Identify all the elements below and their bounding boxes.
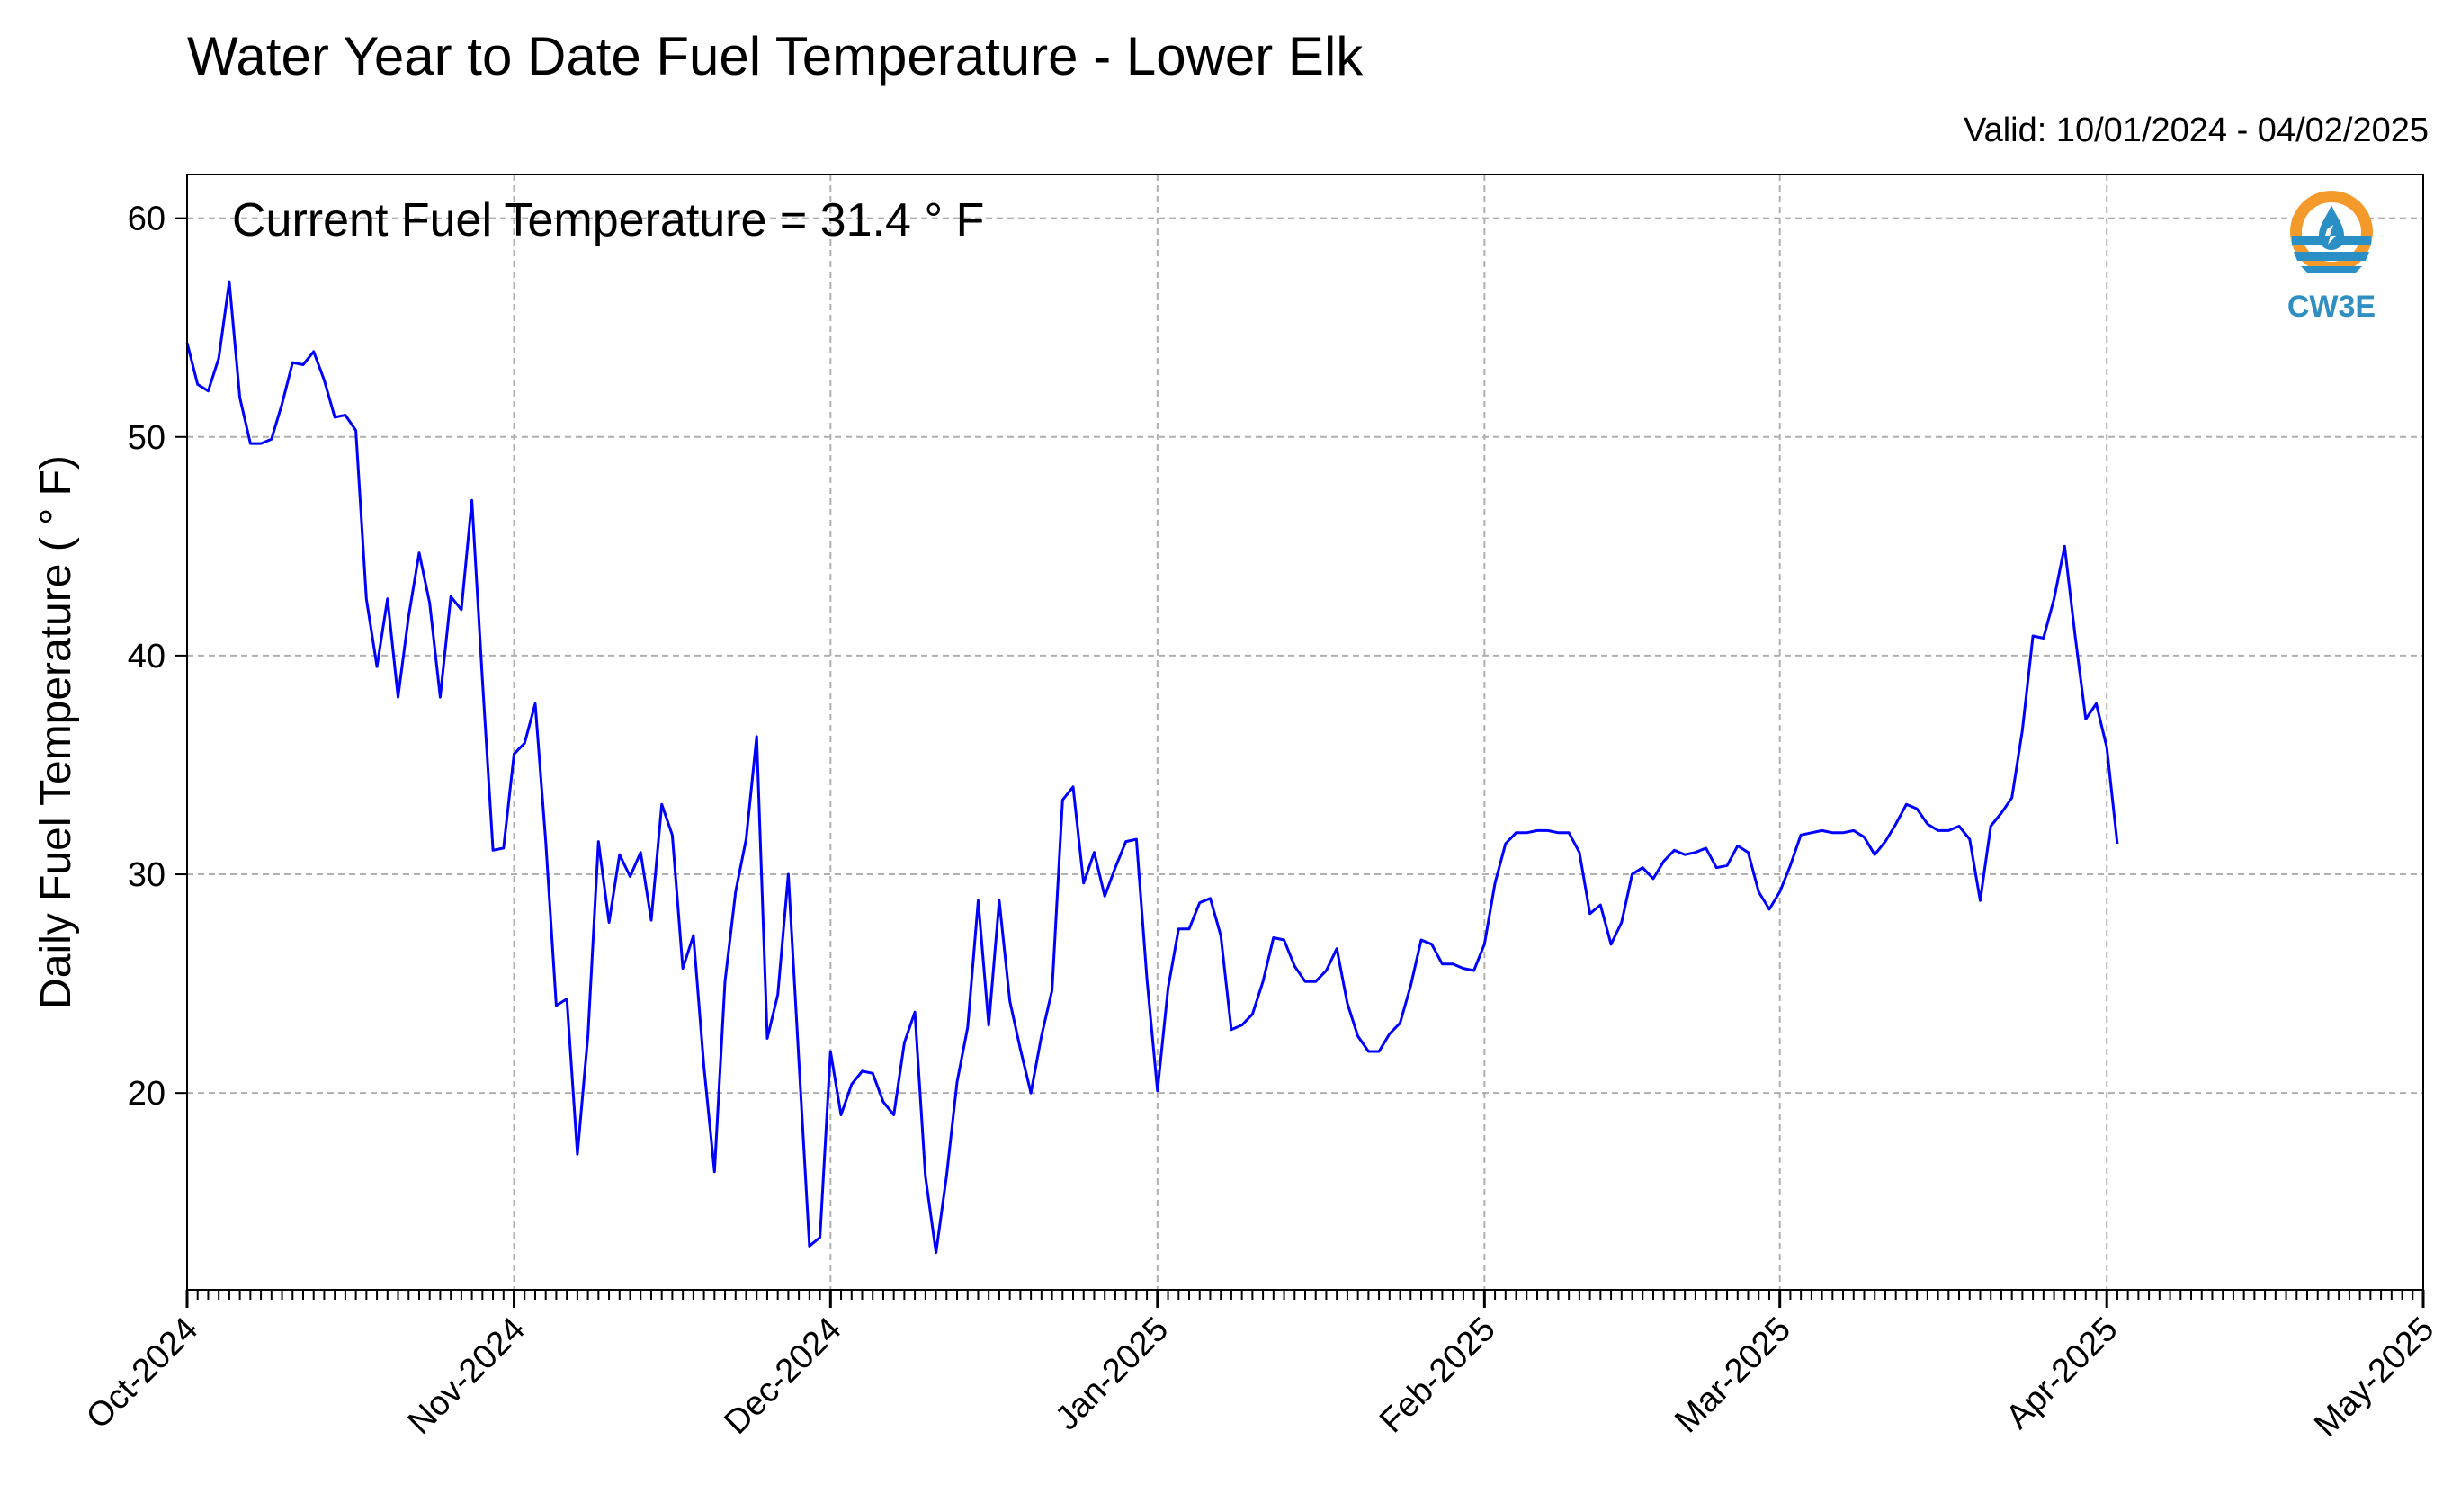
axes-frame — [186, 174, 2424, 1291]
x-tick-label: Oct-2024 — [79, 1311, 205, 1436]
fuel-temperature-line — [185, 280, 2119, 1255]
x-tick-label: May-2025 — [2307, 1311, 2441, 1445]
x-tick-label: Feb-2025 — [1373, 1311, 1503, 1441]
current-fuel-temperature-annotation: Current Fuel Temperature = 31.4 ° F — [232, 194, 984, 246]
x-tick-label: Jan-2025 — [1048, 1311, 1176, 1438]
y-tick-label: 30 — [128, 856, 166, 894]
y-axis-label: Daily Fuel Temperature ( ° F) — [32, 455, 80, 1009]
cw3e-logo: CW3E — [2287, 191, 2376, 324]
y-tick-label: 20 — [128, 1075, 166, 1113]
x-tick-label: Apr-2025 — [1999, 1311, 2125, 1436]
series-layer — [185, 280, 2119, 1255]
x-tick-label: Mar-2025 — [1668, 1311, 1798, 1441]
valid-date-range: Valid: 10/01/2024 - 04/02/2025 — [1964, 112, 2429, 149]
x-tick-label: Dec-2024 — [717, 1311, 848, 1442]
ticks: 20 30 40 50 60 Oct-2024 Nov-2024 Dec-2024 Jan-20… — [79, 201, 2441, 1445]
x-tick-label: Nov-2024 — [401, 1311, 532, 1442]
chart-title: Water Year to Date Fuel Temperature - Lo… — [187, 26, 1364, 86]
y-tick-label: 40 — [128, 638, 166, 675]
grid-lines — [186, 174, 2424, 1290]
y-tick-label: 60 — [128, 201, 166, 238]
y-tick-label: 50 — [128, 419, 166, 457]
logo-text: CW3E — [2287, 290, 2376, 324]
water-drop-logo-icon — [2290, 191, 2373, 273]
